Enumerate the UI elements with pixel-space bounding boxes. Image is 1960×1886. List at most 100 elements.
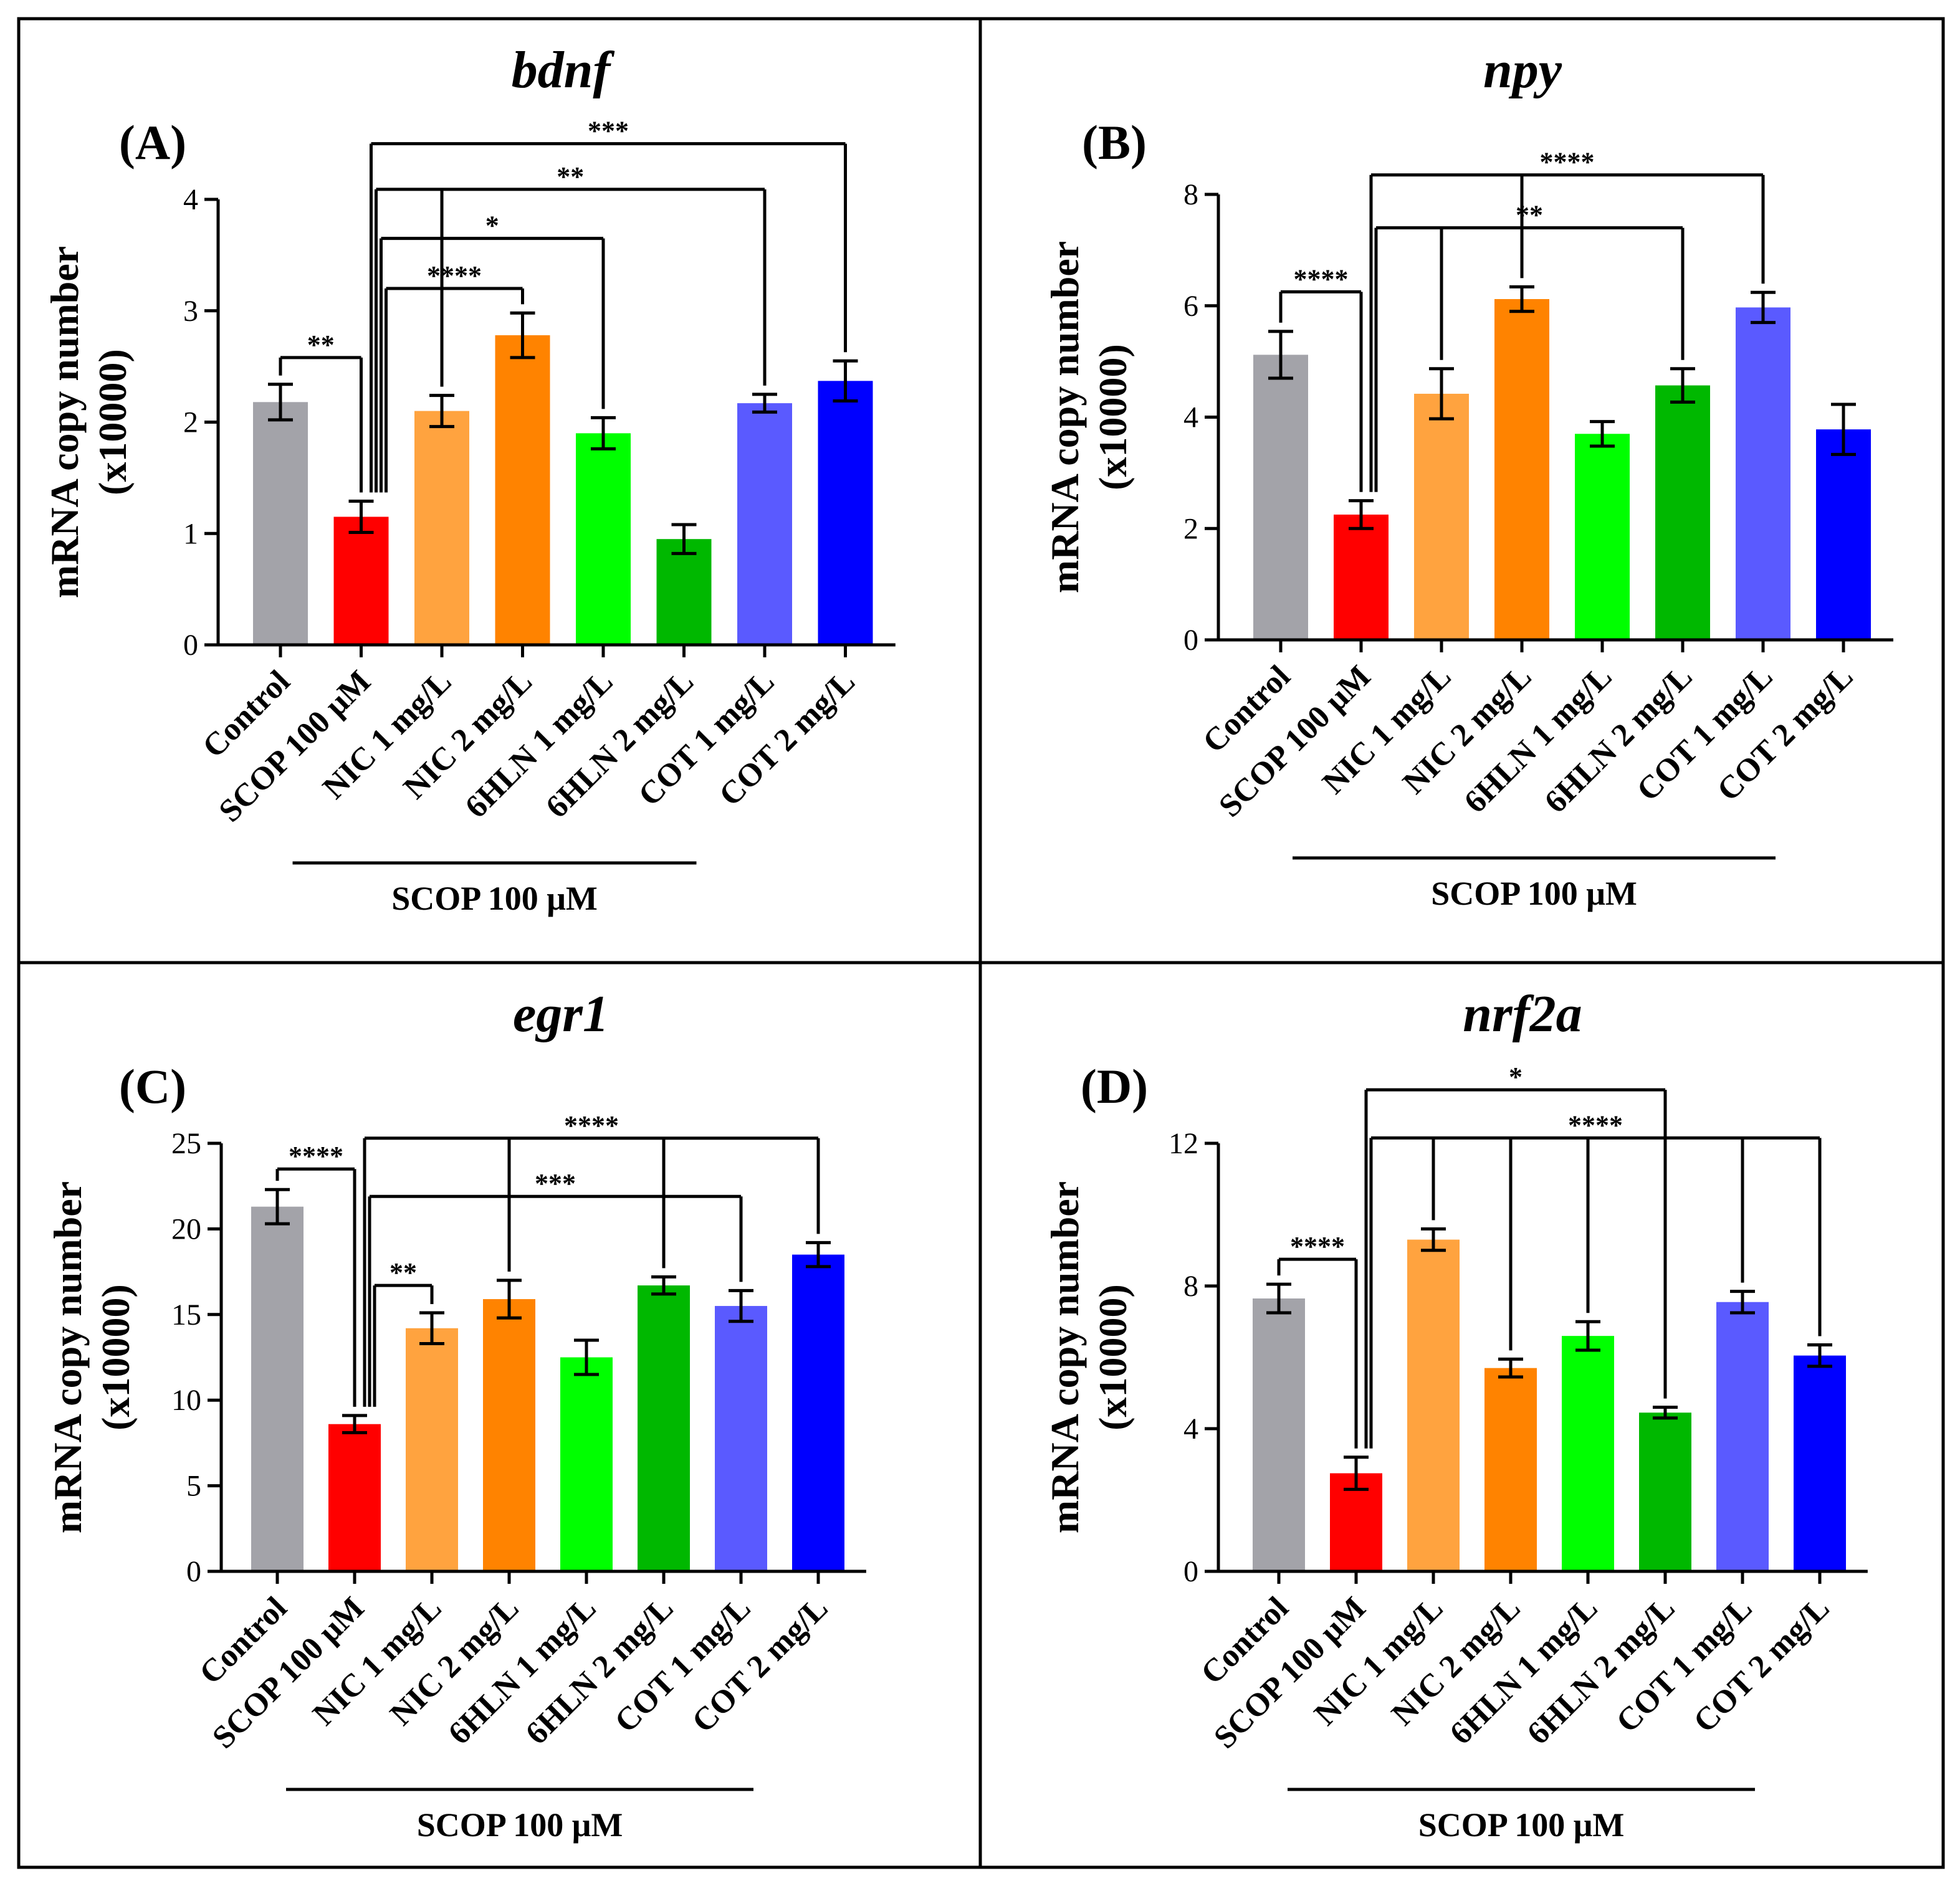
error-bar-2 [429, 394, 454, 429]
bar-1 [1334, 514, 1389, 640]
error-bar-5 [1653, 1406, 1678, 1420]
error-bar-6 [1730, 1290, 1755, 1315]
error-bar-3 [497, 1279, 522, 1320]
bar-3 [483, 1299, 535, 1571]
y-tick-label-0: 0 [1183, 624, 1198, 657]
y-axis-label: mRNA copy number [42, 246, 87, 598]
significance-bracket-2 [375, 188, 767, 493]
y-axis-label-units: (x10000) [1091, 344, 1135, 490]
error-bar-6 [1751, 290, 1776, 325]
chart-title: nrf2a [1463, 985, 1582, 1043]
chart-title: npy [1483, 41, 1562, 99]
bar-7 [1794, 1355, 1846, 1571]
panel-label: (C) [119, 1059, 186, 1113]
y-tick-label-3: 3 [183, 295, 198, 328]
bar-7 [792, 1254, 844, 1571]
y-tick-label-2: 4 [1183, 401, 1198, 434]
significance-label-3: * [485, 211, 499, 241]
error-bar-6 [729, 1288, 753, 1323]
bar-7 [818, 381, 873, 645]
significance-label-3: ** [390, 1257, 417, 1288]
error-bar-0 [268, 383, 293, 422]
y-axis-label-units: (x10000) [90, 349, 135, 495]
error-bar-3 [1498, 1357, 1523, 1379]
bar-2 [406, 1328, 458, 1571]
y-tick-label-1: 1 [183, 517, 198, 550]
significance-bracket-2 [1374, 226, 1685, 492]
y-tick-label-1: 2 [1183, 512, 1198, 545]
chart-title: egr1 [513, 985, 609, 1043]
significance-label-0: **** [1290, 1231, 1345, 1262]
bar-5 [1655, 385, 1710, 640]
group-label: SCOP 100 μM [1431, 875, 1637, 912]
y-tick-label-4: 8 [1183, 178, 1198, 211]
significance-label-2: ** [1516, 200, 1543, 231]
error-bar-1 [342, 1414, 367, 1434]
significance-bracket-3 [380, 237, 605, 493]
significance-label-0: **** [289, 1141, 343, 1171]
panel-label: (B) [1082, 115, 1147, 169]
group-label: SCOP 100 μM [1418, 1806, 1625, 1844]
error-bar-6 [752, 393, 777, 414]
significance-bracket-0 [279, 356, 363, 493]
significance-label-1: * [1509, 1062, 1523, 1092]
y-tick-label-4: 4 [183, 183, 198, 216]
bar-6 [737, 403, 792, 645]
y-axis-label: mRNA copy number [1043, 241, 1087, 593]
error-bar-1 [1344, 1455, 1369, 1491]
bar-2 [1407, 1239, 1460, 1571]
error-bar-4 [591, 416, 616, 450]
bar-6 [1716, 1302, 1769, 1571]
y-tick-label-2: 10 [171, 1384, 201, 1417]
bar-7 [1816, 429, 1871, 640]
group-label: SCOP 100 μM [417, 1806, 623, 1844]
bar-3 [1484, 1368, 1537, 1571]
y-tick-label-2: 2 [183, 406, 198, 439]
error-bar-4 [1575, 1320, 1600, 1352]
y-axis-label: mRNA copy number [45, 1181, 90, 1533]
y-tick-label-1: 5 [186, 1470, 201, 1503]
bar-6 [715, 1306, 767, 1571]
significance-label-2: **** [1568, 1110, 1623, 1140]
error-bar-7 [1831, 402, 1856, 456]
bar-4 [1575, 434, 1630, 640]
error-bar-0 [265, 1188, 290, 1226]
significance-bracket-4 [385, 287, 524, 493]
error-bar-3 [1509, 285, 1534, 313]
significance-label-2: ** [557, 161, 584, 192]
significance-label-0: **** [1294, 264, 1349, 294]
figure-frame [17, 17, 1945, 1869]
bar-6 [1736, 307, 1790, 640]
bar-1 [328, 1424, 381, 1571]
bar-3 [495, 335, 550, 645]
y-axis-label: mRNA copy number [1043, 1181, 1087, 1533]
bar-0 [1253, 355, 1308, 640]
bar-4 [1562, 1336, 1614, 1571]
bar-0 [1253, 1298, 1305, 1571]
y-tick-label-5: 25 [171, 1127, 201, 1160]
bar-2 [414, 411, 469, 645]
significance-bracket-2 [368, 1194, 743, 1407]
significance-label-1: **** [564, 1110, 619, 1141]
significance-bracket-0 [1279, 290, 1363, 492]
error-bar-1 [348, 499, 374, 534]
error-bar-0 [1268, 330, 1293, 380]
y-tick-label-3: 12 [1169, 1127, 1198, 1160]
panel-label: (A) [119, 115, 186, 169]
significance-label-0: ** [307, 330, 335, 360]
bar-5 [638, 1285, 690, 1571]
significance-bracket-1 [1364, 1088, 1667, 1449]
bar-4 [576, 433, 631, 645]
error-bar-7 [833, 359, 858, 403]
error-bar-7 [806, 1241, 831, 1269]
group-label: SCOP 100 μM [391, 880, 598, 917]
bar-5 [656, 539, 712, 645]
error-bar-1 [1349, 499, 1374, 530]
error-bar-4 [574, 1338, 599, 1376]
error-bar-2 [1421, 1227, 1446, 1252]
error-bar-5 [1670, 367, 1695, 404]
error-bar-0 [1266, 1282, 1291, 1315]
error-bar-3 [510, 311, 535, 360]
significance-label-1: **** [1540, 147, 1595, 178]
